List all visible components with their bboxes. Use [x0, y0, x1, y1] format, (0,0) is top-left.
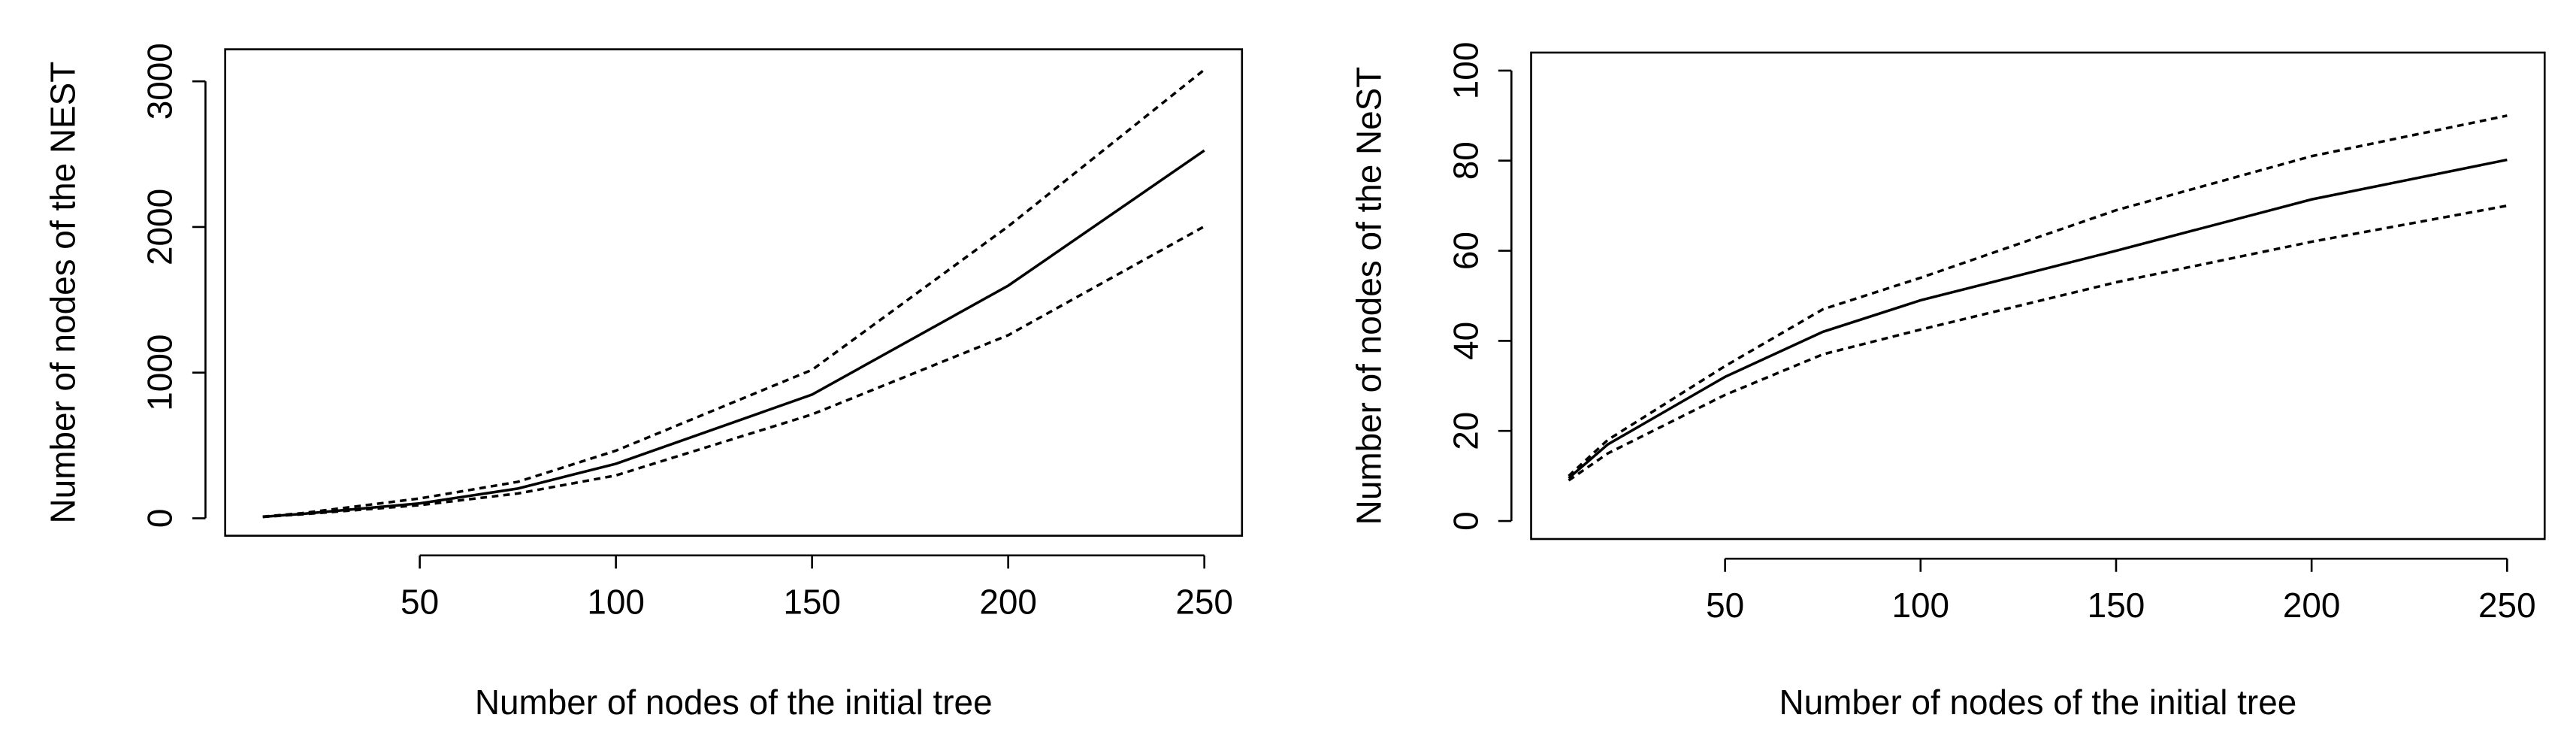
x-axis-label: Number of nodes of the initial tree — [475, 683, 993, 722]
x-tick-label: 150 — [783, 583, 841, 622]
series-line — [262, 149, 1205, 519]
y-tick-label: 1000 — [141, 335, 180, 411]
series-line — [1568, 114, 2508, 477]
plot-frame — [224, 48, 1244, 537]
series-line — [1568, 158, 2508, 480]
plot-frame — [1530, 51, 2546, 541]
x-tick-label: 250 — [1175, 583, 1233, 622]
series-line — [262, 225, 1205, 519]
y-tick-label: 60 — [1447, 232, 1486, 270]
y-tick-label: 3000 — [141, 43, 180, 120]
x-tick-label: 200 — [2283, 586, 2341, 625]
y-axis-label: Number of nodes of the NEST — [44, 62, 83, 524]
x-tick-label: 50 — [1706, 586, 1744, 625]
series-line — [262, 68, 1205, 518]
y-tick-label: 20 — [1447, 412, 1486, 450]
x-tick-label: 50 — [401, 583, 439, 622]
x-tick-label: 100 — [587, 583, 645, 622]
x-tick-label: 150 — [2088, 586, 2145, 625]
x-tick-label: 100 — [1892, 586, 1950, 625]
y-tick-label: 2000 — [141, 189, 180, 265]
y-axis-label: Number of nodes of the NeST — [1350, 67, 1389, 525]
y-tick-label: 40 — [1447, 322, 1486, 360]
x-tick-label: 250 — [2478, 586, 2536, 625]
x-tick-label: 200 — [979, 583, 1037, 622]
x-axis-label: Number of nodes of the initial tree — [1779, 683, 2297, 722]
series-line — [1568, 204, 2508, 482]
y-tick-label: 0 — [141, 509, 180, 528]
y-tick-label: 0 — [1447, 511, 1486, 531]
y-tick-label: 80 — [1447, 141, 1486, 180]
y-tick-label: 100 — [1447, 42, 1486, 100]
